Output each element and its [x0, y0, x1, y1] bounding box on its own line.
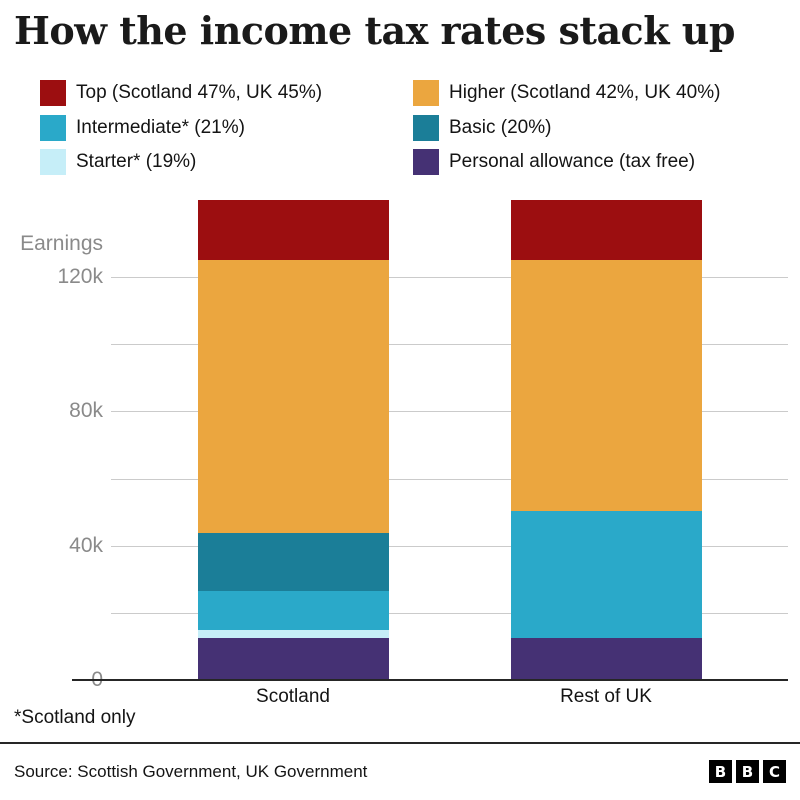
footer-divider — [0, 742, 800, 744]
legend-swatch — [40, 149, 66, 176]
gridline — [111, 344, 788, 346]
legend-label: Top (Scotland 47%, UK 45%) — [76, 82, 323, 104]
legend-item: Higher (Scotland 42%, UK 40%) — [413, 80, 721, 107]
bar-segment — [197, 590, 389, 630]
gridline — [111, 612, 788, 614]
y-tick-label: 40k — [69, 533, 103, 557]
gridline — [111, 277, 788, 279]
x-category-label: Rest of UK — [560, 686, 652, 707]
legend-item: Top (Scotland 47%, UK 45%) — [40, 80, 413, 107]
legend-swatch — [40, 114, 66, 141]
bbc-logo-block: B — [736, 760, 759, 783]
source-attribution: Source: Scottish Government, UK Governme… — [14, 762, 368, 781]
bar-segment — [197, 199, 389, 260]
legend-item: Intermediate* (21%) — [40, 114, 413, 141]
legend-label: Basic (20%) — [449, 116, 552, 138]
bar-segment — [510, 637, 702, 680]
legend-item: Starter* (19%) — [40, 149, 413, 176]
legend-swatch — [40, 80, 66, 107]
y-tick-label: 120k — [57, 265, 103, 289]
bar-segment — [197, 630, 389, 638]
chart-footnote: *Scotland only — [14, 707, 136, 728]
bbc-logo-block: B — [709, 760, 732, 783]
legend-item: Basic (20%) — [413, 114, 720, 141]
x-category-label: Scotland — [256, 686, 330, 707]
y-axis-title: Earnings — [20, 232, 103, 255]
gridline — [111, 478, 788, 480]
bar-segment — [197, 533, 389, 591]
bar-segment — [510, 199, 702, 260]
legend-swatch — [413, 114, 439, 141]
bar-segment — [197, 259, 389, 534]
page-title: How the income tax rates stack up — [14, 8, 735, 53]
legend-swatch — [413, 149, 439, 176]
legend-item: Personal allowance (tax free) — [413, 149, 720, 176]
bar-segment — [510, 511, 702, 638]
bar-segment — [510, 259, 702, 512]
x-axis-line — [72, 679, 788, 681]
legend-swatch — [413, 80, 439, 107]
legend-label: Higher (Scotland 42%, UK 40%) — [449, 82, 721, 104]
gridline — [111, 411, 788, 413]
bar-segment — [197, 637, 389, 680]
bbc-logo-block: C — [763, 760, 786, 783]
gridline — [111, 545, 788, 547]
legend-label: Starter* (19%) — [76, 151, 197, 173]
legend-label: Personal allowance (tax free) — [449, 151, 696, 173]
y-tick-label: 80k — [69, 399, 103, 423]
legend-label: Intermediate* (21%) — [76, 116, 245, 138]
bbc-logo: B B C — [709, 760, 786, 783]
chart-legend: Top (Scotland 47%, UK 45%) Intermediate* … — [40, 76, 720, 180]
